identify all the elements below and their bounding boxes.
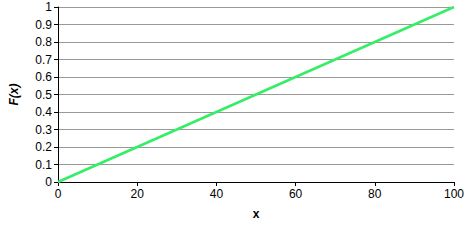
- svg-text:0.5: 0.5: [35, 88, 52, 102]
- svg-text:80: 80: [368, 187, 382, 201]
- svg-text:1: 1: [45, 0, 52, 14]
- svg-text:60: 60: [289, 187, 303, 201]
- svg-text:0.2: 0.2: [35, 140, 52, 154]
- svg-text:100: 100: [444, 187, 464, 201]
- svg-text:0.8: 0.8: [35, 35, 52, 49]
- svg-text:0.3: 0.3: [35, 123, 52, 137]
- svg-text:F(x): F(x): [7, 84, 21, 106]
- svg-text:0: 0: [45, 175, 52, 189]
- svg-text:0.1: 0.1: [35, 158, 52, 172]
- svg-text:0: 0: [55, 187, 62, 201]
- svg-text:40: 40: [210, 187, 224, 201]
- svg-text:x: x: [253, 207, 260, 221]
- svg-text:0.6: 0.6: [35, 70, 52, 84]
- svg-text:0.7: 0.7: [35, 53, 52, 67]
- svg-text:0.9: 0.9: [35, 18, 52, 32]
- svg-text:20: 20: [131, 187, 145, 201]
- svg-text:0.4: 0.4: [35, 105, 52, 119]
